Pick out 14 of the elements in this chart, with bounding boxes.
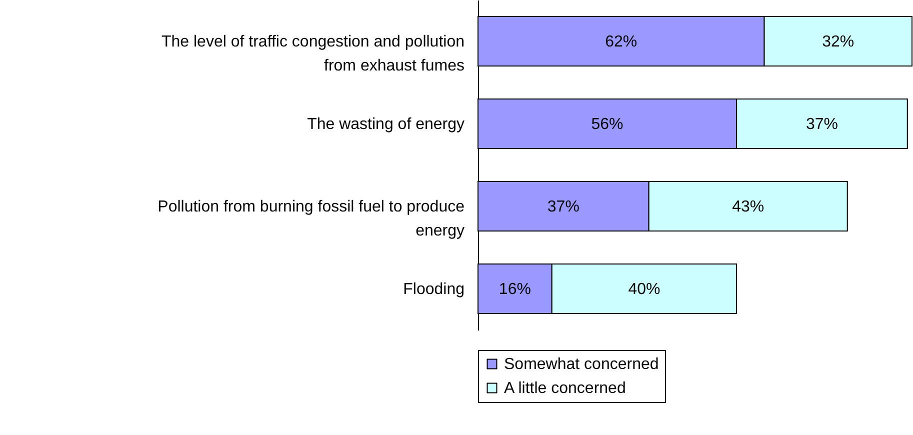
data-label: 16% [498,280,531,298]
data-label: 43% [732,198,764,216]
data-label: 37% [806,116,838,133]
legend-label: Somewhat concerned [504,356,659,373]
data-label: 62% [605,33,638,50]
y-tick-label: The level of traffic congestion and pollution from exhaust fumes [161,33,464,74]
data-label: 40% [628,280,660,298]
data-label: 32% [822,33,854,50]
y-tick-label: Flooding [403,280,464,298]
legend-label: A little concerned [504,380,626,397]
y-tick-label: The wasting of energy [307,116,464,133]
y-tick-label: Pollution from burning fossil fuel to produce energy [158,198,465,240]
data-label: 37% [547,198,580,216]
data-label: 56% [591,116,624,133]
